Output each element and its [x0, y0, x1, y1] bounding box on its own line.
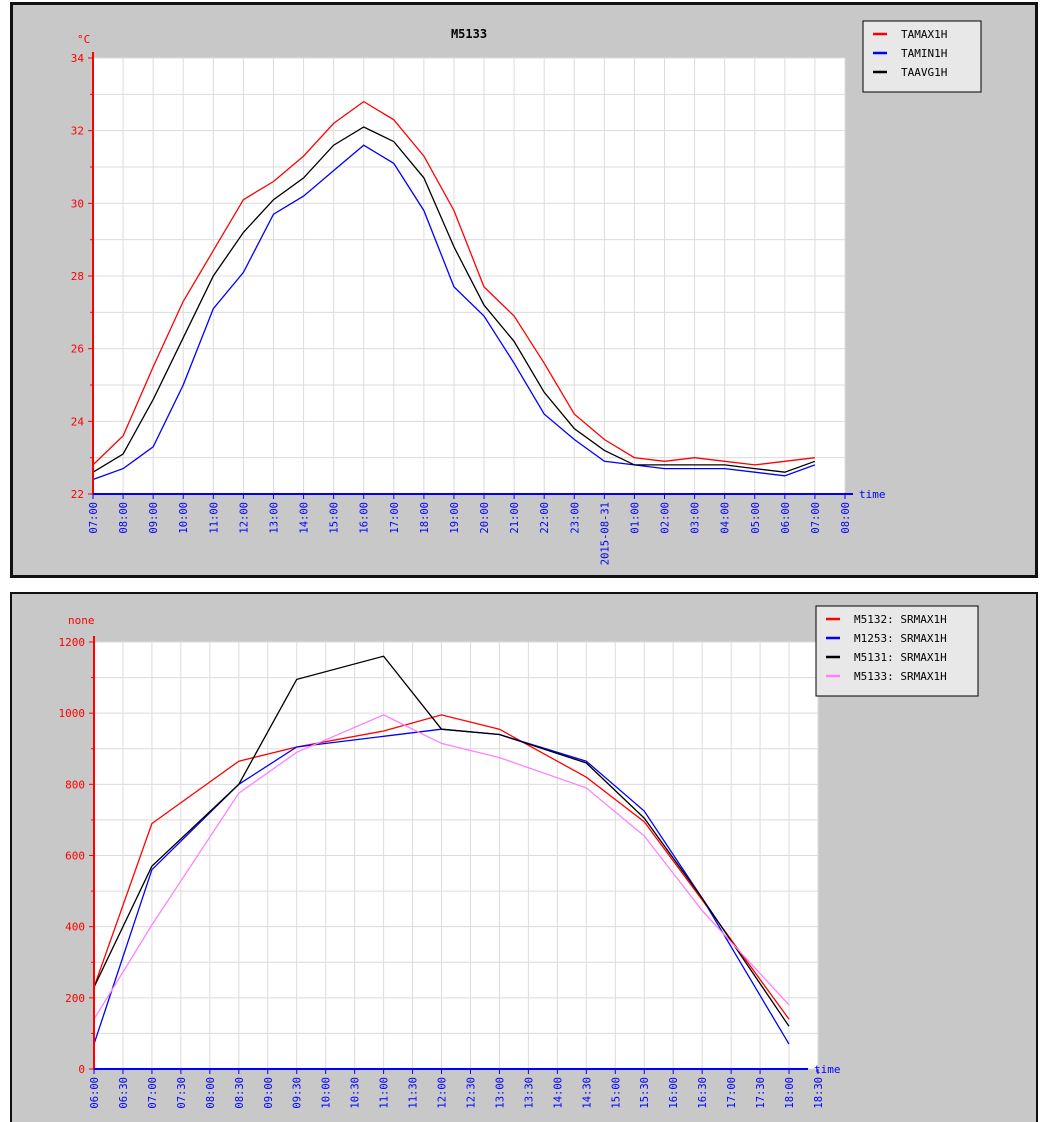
x-tick-label: 04:00 [720, 502, 732, 534]
x-tick-label: 13:00 [268, 502, 280, 534]
x-tick-label: 16:30 [697, 1077, 709, 1109]
y-tick-label: 32 [71, 125, 84, 138]
x-tick-label: 02:00 [660, 502, 672, 534]
x-tick-label: 11:00 [379, 1077, 391, 1109]
x-tick-label: 21:00 [509, 502, 521, 534]
x-tick-label: 15:30 [639, 1077, 651, 1109]
series-line-m5132-srmax1h [93, 714, 790, 1020]
x-tick-label: 16:00 [359, 502, 371, 534]
y-tick-label: 26 [71, 343, 84, 356]
y-tick-label: 400 [65, 921, 85, 934]
solar-radiation-chart-panel: 0 200 400 600 800 1000 1200 06:00 06:30 07:00 07:3… [10, 592, 1038, 1122]
x-tick-label: 18:30 [813, 1077, 825, 1109]
x-tick-label: 14:30 [581, 1077, 593, 1109]
x-tick-label: 06:00 [780, 502, 792, 534]
y-axis-label: none [68, 614, 95, 627]
chart-title: M5133 [451, 27, 487, 41]
legend-label: TAAVG1H [901, 66, 947, 79]
x-tick-label: 08:30 [234, 1077, 246, 1109]
legend-label: TAMAX1H [901, 28, 947, 41]
y-tick-label: 0 [78, 1063, 85, 1076]
series-line-taavg1h [92, 126, 816, 473]
series-line-tamin1h [92, 144, 816, 481]
x-tick-label: 2015-08-31 [599, 502, 611, 565]
x-tick-label: 07:00 [88, 502, 100, 534]
x-tick-label: 08:00 [840, 502, 852, 534]
x-tick-label: 07:30 [176, 1077, 188, 1109]
x-tick-label: 11:00 [208, 502, 220, 534]
x-tick-label: 19:00 [449, 502, 461, 534]
legend-label: M5132: SRMAX1H [854, 613, 947, 626]
x-tick-label: 10:00 [321, 1077, 333, 1109]
series-line-m5133-srmax1h [93, 714, 790, 1020]
y-tick-label: 1000 [59, 707, 86, 720]
y-tick-label: 1200 [59, 636, 86, 649]
y-tick-label: 200 [65, 992, 85, 1005]
x-tick-label: 12:00 [437, 1077, 449, 1109]
y-tick-label: 22 [71, 488, 84, 501]
x-tick-label: 12:30 [465, 1077, 477, 1109]
x-tick-label: 14:00 [552, 1077, 564, 1109]
x-tick-label: 13:00 [494, 1077, 506, 1109]
x-tick-label: 14:00 [299, 502, 311, 534]
x-tick-label: 09:30 [292, 1077, 304, 1109]
legend-label: TAMIN1H [901, 47, 947, 60]
series-line-tamax1h [92, 100, 815, 466]
y-tick-label: 600 [65, 850, 85, 863]
x-tick-label: 15:00 [610, 1077, 622, 1109]
x-tick-label: 17:30 [755, 1077, 767, 1109]
x-tick-label: 08:00 [205, 1077, 217, 1109]
x-tick-label: 10:30 [350, 1077, 362, 1109]
x-tick-label: 11:30 [408, 1077, 420, 1109]
temperature-chart: 22 24 26 28 30 32 34 07:00 08:00 09:00 10:00 11:00 1… [71, 20, 982, 565]
x-tick-label: 18:00 [784, 1077, 796, 1109]
x-tick-label: 20:00 [479, 502, 491, 534]
x-tick-label: 10:00 [178, 502, 190, 534]
y-tick-label: 34 [71, 52, 85, 65]
x-tick-label: 23:00 [569, 502, 581, 534]
x-tick-label: 18:00 [419, 502, 431, 534]
x-tick-label: 13:30 [523, 1077, 535, 1109]
x-axis-label: time [859, 488, 886, 501]
legend-label: M1253: SRMAX1H [854, 632, 947, 645]
x-tick-label: 03:00 [690, 502, 702, 534]
series-line-m5131-srmax1h [93, 655, 790, 1027]
solar-radiation-chart: 0 200 400 600 800 1000 1200 06:00 06:30 07:00 07:3… [59, 605, 979, 1109]
x-tick-label: 09:00 [148, 502, 160, 534]
x-tick-label: 07:00 [147, 1077, 159, 1109]
temperature-chart-panel: 22 24 26 28 30 32 34 07:00 08:00 09:00 10:00 11:00 1… [10, 2, 1038, 578]
legend-label: M5133: SRMAX1H [854, 670, 947, 683]
legend-label: M5131: SRMAX1H [854, 651, 947, 664]
y-axis-label: °C [77, 33, 90, 46]
x-tick-label: 16:00 [668, 1077, 680, 1109]
x-tick-label: 17:00 [389, 502, 401, 534]
x-tick-label: 06:30 [118, 1077, 130, 1109]
y-tick-label: 28 [71, 270, 84, 283]
x-tick-label: 17:00 [726, 1077, 738, 1109]
y-tick-label: 800 [65, 778, 85, 791]
x-tick-label: 01:00 [629, 502, 641, 534]
y-tick-label: 30 [71, 197, 84, 210]
x-tick-label: 15:00 [329, 502, 341, 534]
x-tick-label: 22:00 [539, 502, 551, 534]
x-tick-label: 07:00 [810, 502, 822, 534]
legend-box [815, 605, 979, 697]
x-axis-label: time [814, 1063, 841, 1076]
y-tick-label: 24 [71, 415, 85, 428]
x-tick-label: 12:00 [238, 502, 250, 534]
x-tick-label: 08:00 [118, 502, 130, 534]
x-tick-label: 09:00 [263, 1077, 275, 1109]
x-tick-label: 06:00 [89, 1077, 101, 1109]
x-tick-label: 05:00 [750, 502, 762, 534]
